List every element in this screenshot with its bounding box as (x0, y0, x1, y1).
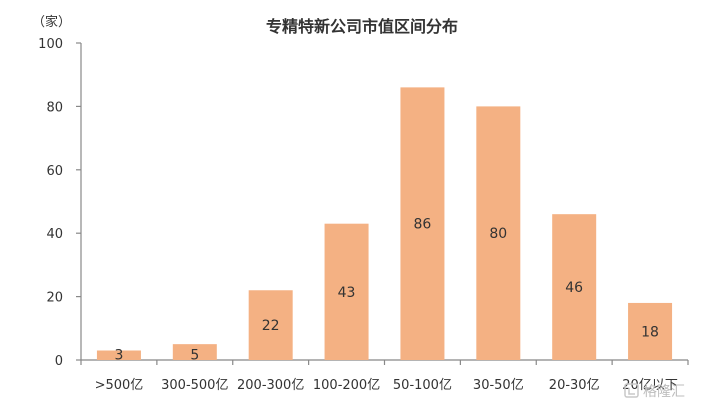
watermark: 格隆汇 (624, 383, 685, 400)
x-tick-label: 100-200亿 (313, 378, 380, 393)
bar (248, 290, 293, 360)
bar (324, 223, 369, 360)
x-axis (80, 359, 689, 365)
data-label: 86 (414, 217, 432, 233)
data-labels: 3 5 22 43 86 80 46 18 (114, 217, 659, 364)
x-tick-label: 20亿以下 (622, 378, 678, 393)
data-label: 80 (489, 226, 507, 242)
y-axis: 0 20 40 60 80 100 (38, 37, 82, 369)
data-label: 46 (565, 280, 583, 296)
y-unit-label: （家） (32, 14, 71, 30)
data-label: 18 (641, 324, 659, 340)
data-label: 43 (338, 285, 356, 301)
y-tick-label: 0 (55, 354, 63, 369)
gelonghui-logo-icon (624, 383, 639, 398)
bar-series (96, 87, 673, 361)
x-tick-labels: >500亿 300-500亿 200-300亿 100-200亿 50-100亿 30-5… (95, 378, 678, 393)
bar (552, 214, 597, 360)
data-label: 3 (114, 348, 123, 364)
chart-title: 专精特新公司市值区间分布 (266, 17, 458, 36)
x-tick-label: 20-30亿 (549, 378, 600, 393)
bar (628, 302, 673, 360)
bar (400, 87, 445, 360)
bar (476, 106, 521, 361)
y-tick-label: 100 (38, 37, 63, 52)
x-tick-label: 200-300亿 (237, 378, 304, 393)
watermark-text: 格隆汇 (643, 384, 685, 400)
x-tick-label: >500亿 (95, 378, 144, 393)
x-tick-label: 300-500亿 (161, 378, 228, 393)
y-tick-label: 60 (46, 164, 63, 179)
bar (96, 350, 141, 360)
y-tick-label: 40 (46, 227, 63, 242)
y-tick-label: 20 (46, 291, 63, 306)
data-label: 5 (190, 348, 199, 364)
data-label: 22 (262, 318, 280, 334)
y-tick-label: 80 (46, 100, 63, 115)
x-tick-label: 50-100亿 (393, 378, 452, 393)
x-tick-label: 30-50亿 (473, 378, 524, 393)
bar (172, 344, 217, 360)
